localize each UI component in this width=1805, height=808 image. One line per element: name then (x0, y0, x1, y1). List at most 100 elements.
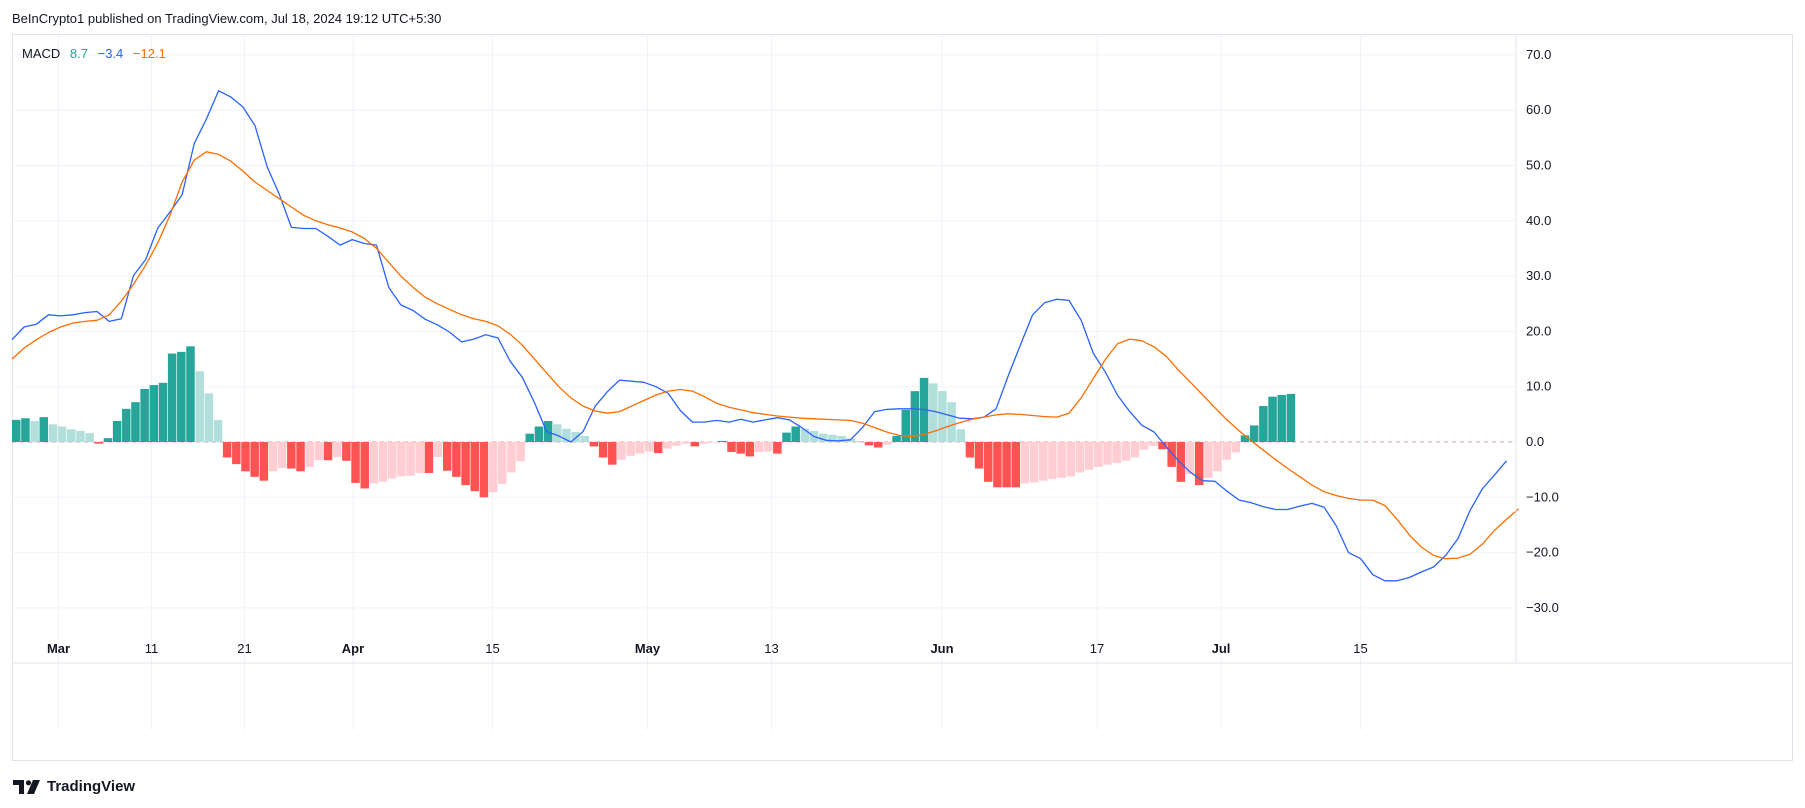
legend-histogram-value: 8.7 (69, 46, 88, 61)
histogram-bar (929, 383, 938, 442)
legend-indicator-name: MACD (22, 46, 61, 61)
histogram-bar (617, 442, 626, 460)
histogram-bar (167, 353, 177, 442)
histogram-bar (268, 442, 278, 472)
y-tick-label: −20.0 (1526, 545, 1559, 560)
chart-legend: MACD 8.7 −3.4 −12.1 (22, 46, 172, 61)
histogram-bar (259, 442, 269, 481)
histogram-bar (103, 438, 113, 442)
histogram-bar (984, 442, 993, 482)
histogram-bar (727, 442, 736, 452)
histogram-bar (828, 434, 837, 442)
histogram-bar (186, 346, 195, 442)
histogram-bar (1084, 442, 1094, 470)
y-tick-label: 60.0 (1526, 102, 1551, 117)
histogram-bar (1121, 442, 1131, 461)
histogram-bar (1075, 442, 1085, 473)
legend-macd-value: −3.4 (97, 46, 124, 61)
histogram-bar (974, 442, 984, 469)
histogram-bar (342, 442, 351, 461)
histogram-bar (378, 442, 388, 482)
histogram-bar (708, 442, 718, 443)
x-tick-label: Jul (1212, 641, 1231, 656)
histogram-bar (397, 442, 406, 477)
histogram-bar (718, 440, 727, 442)
x-tick-label: 15 (485, 641, 499, 656)
signal-line (11, 151, 1520, 560)
y-tick-label: 20.0 (1526, 323, 1551, 338)
histogram-bar (553, 424, 562, 442)
histogram-bar (1286, 393, 1296, 442)
histogram-bar (873, 442, 883, 448)
histogram-bar (745, 442, 755, 457)
histogram-bar (1066, 442, 1076, 477)
histogram-bar (461, 442, 470, 486)
histogram-bar (516, 442, 525, 462)
histogram-bar (754, 442, 764, 452)
histogram-bar (699, 442, 709, 444)
y-tick-label: 40.0 (1526, 213, 1551, 228)
histogram-bar (681, 442, 690, 444)
y-tick-label: 0.0 (1526, 434, 1544, 449)
histogram-bar (76, 430, 85, 442)
macd-line (11, 90, 1507, 582)
histogram-bar (938, 391, 947, 442)
histogram-bar (158, 382, 168, 442)
histogram-bar (479, 442, 489, 498)
histogram-bar (369, 442, 379, 484)
histogram-bar (222, 442, 232, 458)
histogram-bar (1094, 442, 1103, 467)
histogram-bar (85, 433, 94, 442)
histogram-bar (122, 408, 131, 442)
histogram-bar (195, 371, 204, 442)
histogram-bar (204, 393, 214, 442)
histogram-bar (571, 432, 580, 442)
histogram-bar (1222, 442, 1231, 460)
y-tick-label: 10.0 (1526, 379, 1551, 394)
histogram-bar (534, 426, 544, 442)
publish-info: BeInCrypto1 published on TradingView.com… (12, 11, 442, 26)
histogram-bar (644, 442, 654, 452)
histogram-bar (241, 442, 250, 472)
histogram-bar (415, 442, 424, 473)
histogram-bar (1204, 442, 1213, 478)
histogram-bar (488, 442, 498, 493)
histogram-bar (470, 442, 479, 492)
histogram-bar (232, 442, 241, 465)
y-tick-label: 30.0 (1526, 268, 1551, 283)
histogram-bar (213, 419, 223, 442)
histogram-bar (67, 429, 76, 442)
histogram-bar (562, 428, 571, 442)
histogram-bar (452, 442, 461, 477)
x-tick-label: Mar (47, 641, 70, 656)
histogram-bar (351, 442, 360, 483)
histogram-bar (287, 442, 296, 469)
histogram-bar (993, 442, 1002, 488)
histogram-bar (626, 442, 635, 456)
tradingview-footer[interactable]: TradingView (13, 778, 135, 795)
x-tick-label: 13 (764, 641, 778, 656)
histogram-bar (1176, 442, 1186, 482)
histogram-bar (21, 418, 30, 442)
histogram-bar (39, 417, 49, 442)
histogram-bar (1240, 435, 1250, 442)
histogram-bar (598, 442, 608, 458)
y-tick-label: 50.0 (1526, 158, 1551, 173)
histogram-bar (635, 442, 645, 454)
chart-panel[interactable] (12, 34, 1793, 761)
histogram-bar (818, 433, 828, 442)
histogram-bar (1112, 442, 1121, 464)
histogram-bar (1029, 442, 1039, 483)
histogram-bar (1259, 406, 1268, 442)
histogram-bar (1231, 442, 1241, 453)
histogram-bar (883, 442, 892, 445)
histogram-bar (1011, 442, 1021, 488)
footer-brand: TradingView (47, 778, 136, 795)
histogram-bar (314, 442, 324, 461)
histogram-bar (1039, 442, 1048, 481)
histogram-bar (1048, 442, 1057, 480)
histogram-bar (406, 442, 415, 476)
histogram-bar (901, 409, 910, 442)
histogram-bar (690, 442, 700, 447)
